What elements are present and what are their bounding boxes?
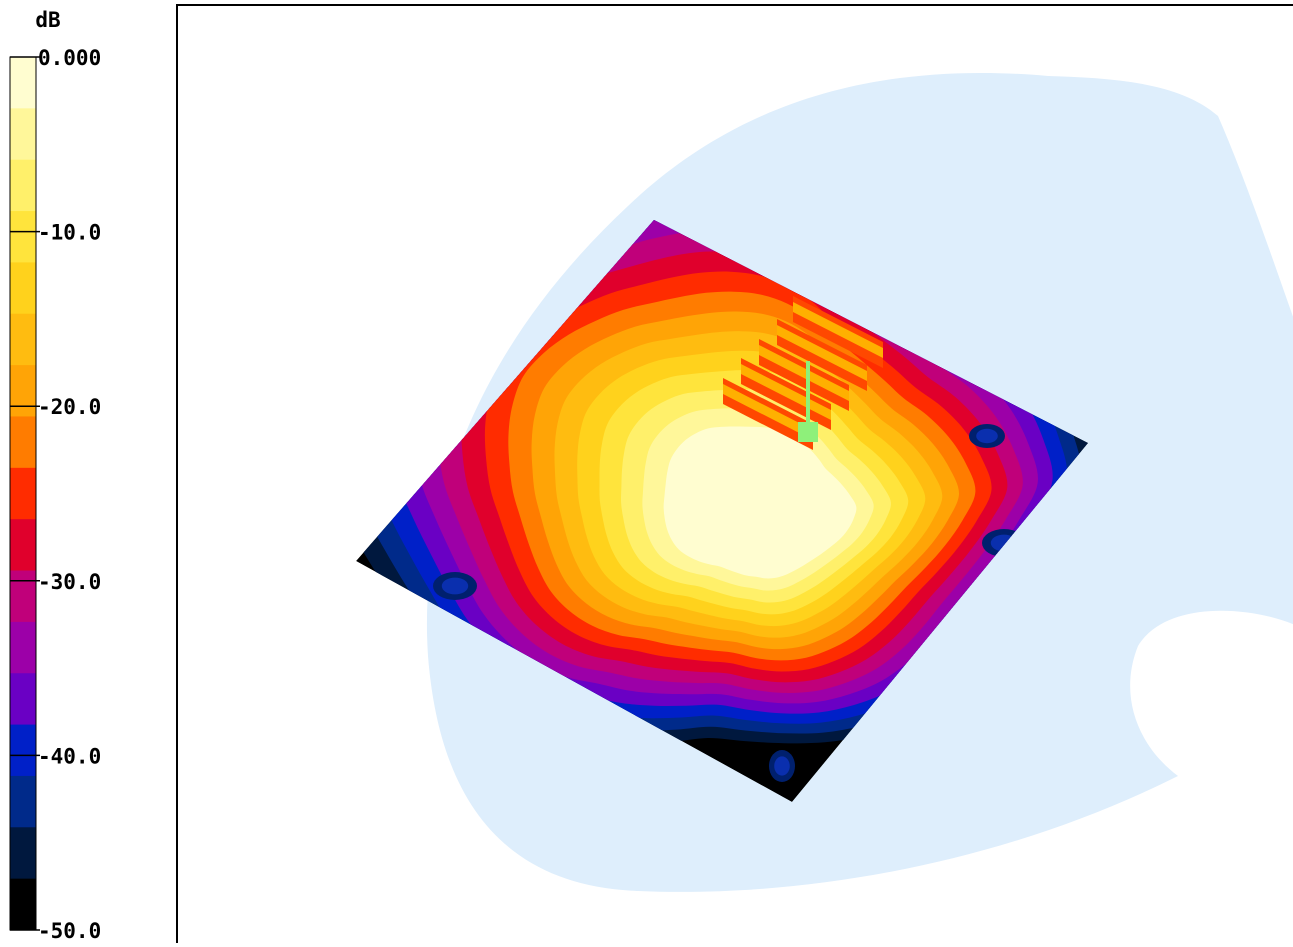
colorbar-tick-label: -40.0 <box>38 744 101 768</box>
low-level-spot-core <box>269 505 295 522</box>
antenna-fin-highlight <box>759 345 849 401</box>
antenna-fin-highlight <box>723 384 813 440</box>
colorbar-tick-label: -30.0 <box>38 570 101 594</box>
colorbar-tick-label: -10.0 <box>38 221 101 245</box>
colorbar-unit-label: dB <box>35 8 60 32</box>
colorbar-band <box>10 570 36 623</box>
heatmap-canvas <box>260 72 1293 892</box>
colorbar-band <box>10 313 36 366</box>
colorbar-band <box>10 621 36 674</box>
low-level-spot-core <box>774 756 790 776</box>
colorbar-legend: dB 0.000 -10.0 -20.0 -30.0 -40.0 -50.0 <box>0 0 175 943</box>
probe-stem <box>806 361 810 423</box>
colorbar-tick-label: 0.000 <box>38 46 101 70</box>
colorbar-band <box>10 108 36 161</box>
colorbar-band <box>10 827 36 880</box>
colorbar-band <box>10 775 36 828</box>
antenna-fin-highlight <box>793 302 883 358</box>
low-level-spot-core <box>441 577 469 595</box>
colorbar-band <box>10 262 36 315</box>
colorbar-tick-label: -20.0 <box>38 395 101 419</box>
colorbar-tick-label: -50.0 <box>38 919 101 943</box>
colorbar-band <box>10 57 36 109</box>
colorbar-band <box>10 724 36 777</box>
colorbar-band <box>10 467 36 520</box>
colorbar-band <box>10 416 36 469</box>
probe-marker <box>798 422 818 442</box>
colorbar-band <box>10 673 36 726</box>
antenna-fin-highlight <box>777 325 867 381</box>
colorbar-band <box>10 211 36 263</box>
low-level-spot-core <box>976 428 998 444</box>
colorbar-band <box>10 159 36 212</box>
colorbar-band <box>10 878 36 931</box>
field-map-plot <box>176 4 1293 943</box>
colorbar: dB 0.000 -10.0 -20.0 -30.0 -40.0 -50.0 <box>9 8 101 943</box>
contour-band <box>663 426 857 579</box>
low-level-spot <box>260 499 304 527</box>
colorbar-band <box>10 519 36 572</box>
colorbar-band <box>10 365 36 417</box>
